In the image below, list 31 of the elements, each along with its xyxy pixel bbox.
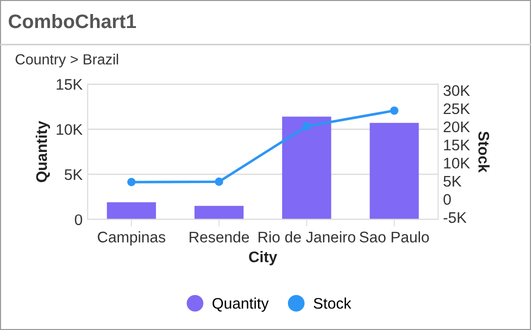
legend-label: Stock [314, 298, 352, 309]
y-tick-label: 5K [64, 169, 83, 180]
y2-tick-label: 20K [444, 121, 470, 132]
x-tick-label: Campinas [98, 231, 166, 246]
x-axis-title: City [249, 251, 278, 266]
point [214, 178, 224, 186]
y2-tick-label: -5K [444, 212, 467, 223]
bar [194, 206, 244, 220]
y-tick-label: 10K [56, 124, 83, 135]
legend-label: Quantity [212, 298, 269, 312]
chart-title: ComboChart1 [8, 14, 136, 28]
y2-tick-label: 5K [444, 176, 462, 187]
y2-tick-label: 15K [444, 140, 470, 150]
y2-tick-label: 25K [444, 103, 470, 114]
point [390, 106, 398, 115]
y2-tick-label: 0 [444, 194, 451, 205]
y-tick-label: 15K [56, 79, 83, 90]
point [127, 178, 136, 186]
bar [370, 122, 419, 220]
y2-axis-title: Stock [478, 131, 490, 173]
x-tick-label: Rio de Janeiro [258, 231, 356, 242]
x-tick-label: Sao Paulo [360, 231, 429, 242]
x-tick-label: Resende [190, 231, 249, 242]
chart-subtitle: Country > Brazil [16, 54, 118, 68]
y2-tick-label: 30K [444, 85, 470, 96]
bar [106, 202, 156, 220]
y-axis-title: Quantity [36, 120, 50, 182]
bar [282, 116, 332, 220]
y2-tick-label: 10K [444, 158, 470, 169]
y-tick-label: 0 [74, 214, 82, 226]
point [302, 122, 311, 130]
